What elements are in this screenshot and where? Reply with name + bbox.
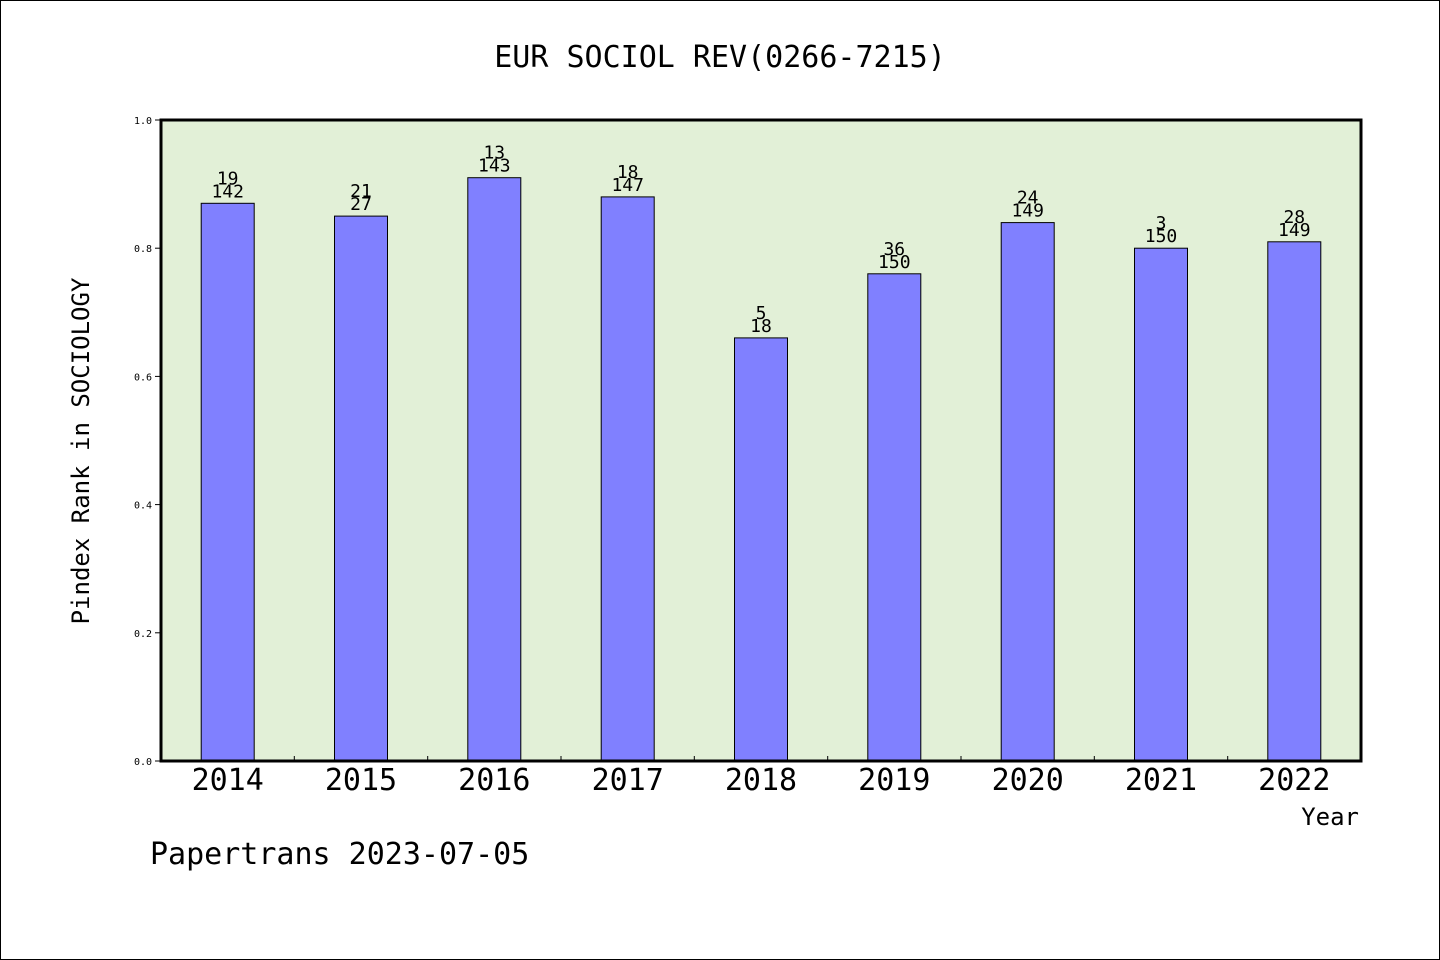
y-tick-label: 0.0 <box>134 757 152 768</box>
y-tick-label: 1.0 <box>134 116 152 127</box>
bar-2021 <box>1134 247 1188 762</box>
x-axis-label: Year <box>1301 803 1359 831</box>
bar-label-bottom-2017: 147 <box>611 175 644 196</box>
y-axis: 0.0 0.2 0.4 0.6 0.8 1.0 <box>134 116 161 768</box>
bar-label-top-2021: 3 <box>1156 213 1167 234</box>
y-tick-label: 0.4 <box>134 501 152 512</box>
plot-border <box>159 118 1363 763</box>
x-axis: 2014 2015 2016 2017 2018 2019 2020 2021 2022 <box>192 756 1330 798</box>
bar-2022 <box>1267 241 1322 762</box>
x-tick-label-2018: 2018 <box>725 763 797 798</box>
bar-label-bottom-2015: 27 <box>350 194 372 215</box>
x-tick-label-2021: 2021 <box>1125 763 1197 798</box>
bar-label-top-2020: 24 <box>1017 188 1039 209</box>
chart-title: EUR SOCIOL REV(0266-7215) <box>494 40 946 75</box>
y-tick-label: 0.6 <box>134 372 152 383</box>
x-tick-label-2016: 2016 <box>458 763 530 798</box>
x-tick-label-2020: 2020 <box>992 763 1064 798</box>
bar-label-top-2022: 28 <box>1283 207 1305 228</box>
bar-2014 <box>200 202 255 762</box>
bar-label-top-2017: 18 <box>617 162 639 183</box>
y-tick-label: 0.2 <box>134 629 152 640</box>
bar-2017 <box>600 196 655 762</box>
y-tick-label: 0.8 <box>134 244 152 255</box>
x-tick-label-2022: 2022 <box>1258 763 1330 798</box>
x-tick-label-2014: 2014 <box>192 763 264 798</box>
bar-label-bottom-2016: 143 <box>478 156 511 177</box>
bar-2016 <box>467 177 522 762</box>
bar-label-bottom-2018: 18 <box>750 316 772 337</box>
bar-label-top-2015: 21 <box>350 181 372 202</box>
bar-2019 <box>867 273 922 762</box>
x-tick-label-2015: 2015 <box>325 763 397 798</box>
bar-2015 <box>334 215 388 762</box>
bar-label-bottom-2021: 150 <box>1145 226 1178 247</box>
bar-label-bottom-2022: 149 <box>1278 220 1311 241</box>
footer-credit: Papertrans 2023-07-05 <box>150 837 529 872</box>
bar-label-top-2019: 36 <box>883 239 905 260</box>
bar-label-bottom-2014: 142 <box>211 181 244 202</box>
bar-label-top-2016: 13 <box>483 143 505 164</box>
y-axis-label: Pindex Rank in SOCIOLOGY <box>67 277 95 624</box>
bar-label-bottom-2019: 150 <box>878 252 911 273</box>
bar-label-top-2014: 19 <box>217 168 239 189</box>
x-tick-label-2017: 2017 <box>592 763 664 798</box>
bar-2020 <box>1000 222 1055 762</box>
x-tick-label-2019: 2019 <box>858 763 930 798</box>
bars-layer <box>200 177 1322 762</box>
bar-label-top-2018: 5 <box>756 303 767 324</box>
bar-label-bottom-2020: 149 <box>1011 201 1044 222</box>
bar-2018 <box>734 337 788 762</box>
